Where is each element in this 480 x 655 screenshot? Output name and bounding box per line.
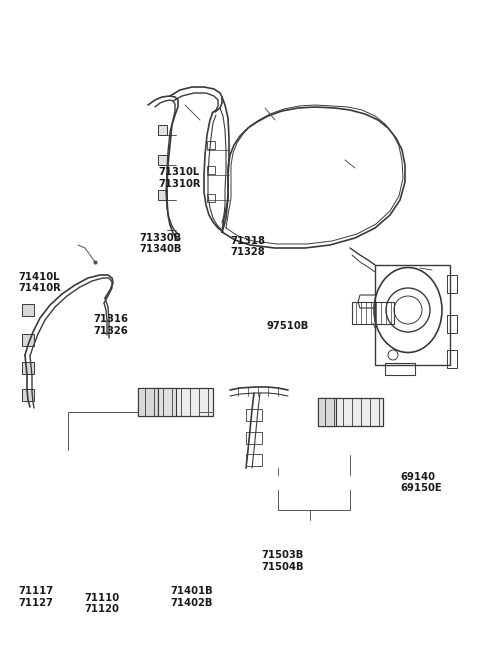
Text: 71117
71127: 71117 71127 — [18, 586, 53, 608]
Bar — [352, 302, 394, 324]
Bar — [207, 194, 215, 202]
Text: 71410L
71410R: 71410L 71410R — [18, 272, 61, 293]
Bar — [375, 265, 450, 365]
Bar — [158, 155, 167, 165]
Text: 71401B
71402B: 71401B 71402B — [170, 586, 213, 608]
Bar — [447, 275, 457, 293]
Bar — [207, 166, 215, 174]
Bar — [158, 388, 176, 416]
Text: 71310L
71310R: 71310L 71310R — [158, 167, 201, 189]
Bar — [385, 363, 415, 375]
Bar — [158, 125, 167, 135]
Bar — [447, 315, 457, 333]
Text: 97510B: 97510B — [266, 321, 309, 331]
Text: 71318
71328: 71318 71328 — [230, 236, 265, 257]
Text: 71330B
71340B: 71330B 71340B — [139, 233, 181, 254]
Bar — [22, 389, 34, 401]
Bar — [158, 190, 167, 200]
Bar — [138, 388, 213, 416]
Bar — [318, 398, 336, 426]
Bar — [246, 432, 262, 444]
Bar — [246, 409, 262, 421]
Bar — [22, 334, 34, 346]
Text: 71110
71120: 71110 71120 — [84, 593, 119, 614]
Text: 69140
69150E: 69140 69150E — [401, 472, 443, 493]
Text: 71503B
71504B: 71503B 71504B — [262, 550, 304, 572]
Bar — [138, 388, 158, 416]
Bar — [246, 454, 262, 466]
Bar — [447, 350, 457, 368]
Text: 71316
71326: 71316 71326 — [94, 314, 129, 336]
Bar — [207, 141, 215, 149]
Bar — [22, 304, 34, 316]
Bar — [318, 398, 383, 426]
Bar — [22, 362, 34, 374]
